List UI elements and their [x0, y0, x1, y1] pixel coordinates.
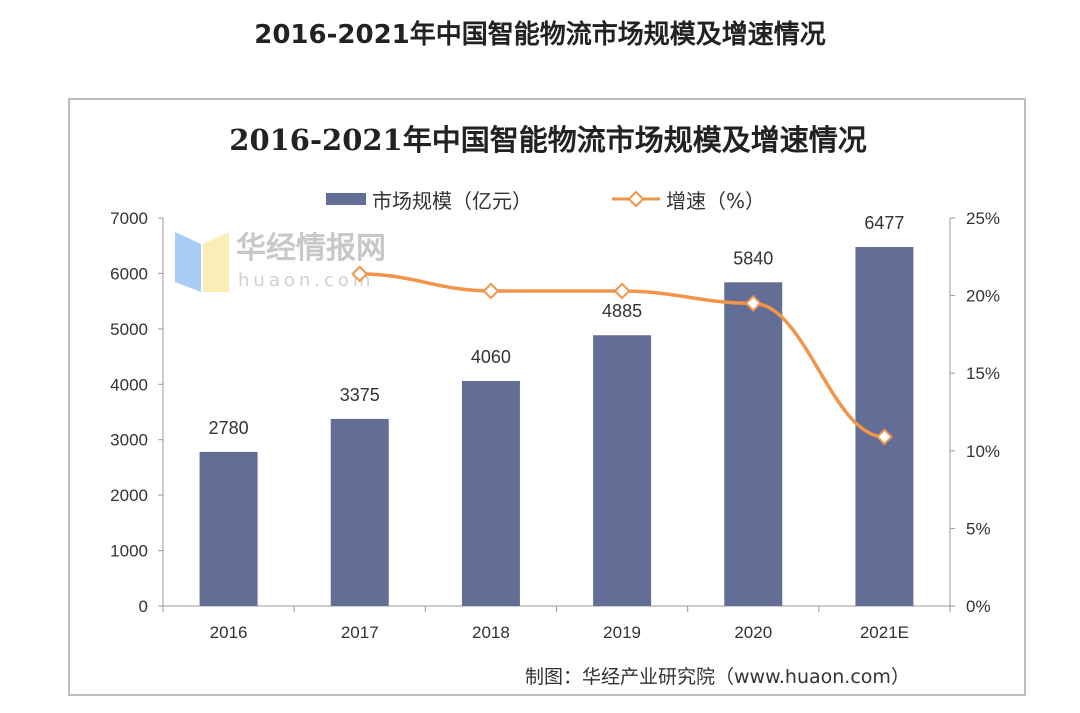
growth-point	[875, 428, 893, 446]
legend-line-label: 增速（%）	[666, 189, 765, 213]
right-tick-label: 10%	[966, 442, 1000, 461]
x-tick-label: 2017	[341, 623, 379, 642]
legend-line-marker	[627, 190, 645, 208]
watermark-sub: huaon.com	[238, 270, 374, 291]
bar-2016	[199, 451, 258, 606]
bar-2020	[724, 282, 783, 606]
legend: 市场规模（亿元） 增速（%）	[326, 189, 765, 213]
bar-data-label: 4885	[602, 301, 642, 321]
chart-title: 2016-2021年中国智能物流市场规模及增速情况	[229, 123, 866, 157]
watermark-logo-left	[175, 232, 201, 292]
page-title: 2016-2021年中国智能物流市场规模及增速情况	[254, 20, 826, 50]
growth-line	[359, 272, 885, 439]
left-tick-label: 3000	[110, 431, 148, 450]
bar-data-label: 2780	[209, 418, 249, 438]
growth-point	[613, 282, 631, 300]
right-tick-label: 15%	[966, 364, 1000, 383]
right-tick-label: 25%	[966, 209, 1000, 228]
x-tick-label: 2021E	[860, 623, 909, 642]
source-note: 制图：华经产业研究院（www.huaon.com）	[525, 666, 910, 688]
watermark-logo-right	[203, 232, 229, 292]
bar-data-label: 6477	[864, 213, 904, 233]
legend-bar-label: 市场规模（亿元）	[372, 189, 532, 213]
legend-bar-swatch	[326, 193, 366, 205]
watermark: 华经情报网 huaon.com	[175, 231, 386, 292]
left-tick-label: 7000	[110, 209, 148, 228]
bar-2019	[593, 335, 652, 606]
bar-2018	[461, 380, 520, 606]
left-tick-label: 4000	[110, 375, 148, 394]
chart-frame	[68, 98, 1026, 696]
left-tick-label: 2000	[110, 486, 148, 505]
right-tick-label: 5%	[966, 519, 991, 538]
left-tick-label: 0	[139, 597, 148, 616]
x-tick-label: 2018	[472, 623, 510, 642]
watermark-main: 华经情报网	[236, 231, 386, 266]
bar-data-label: 4060	[471, 347, 511, 367]
x-tick-label: 2016	[210, 623, 248, 642]
right-tick-label: 0%	[966, 597, 991, 616]
left-tick-label: 6000	[110, 264, 148, 283]
growth-point	[351, 265, 369, 283]
growth-point	[482, 282, 500, 300]
bar-data-label: 5840	[733, 248, 773, 268]
right-tick-label: 20%	[966, 287, 1000, 306]
x-tick-label: 2020	[734, 623, 772, 642]
bar-data-label: 3375	[340, 385, 380, 405]
left-tick-label: 1000	[110, 542, 148, 561]
bar-2017	[330, 418, 389, 606]
x-tick-label: 2019	[603, 623, 641, 642]
left-tick-label: 5000	[110, 320, 148, 339]
bar-2021E	[855, 246, 914, 606]
growth-point	[744, 294, 762, 312]
